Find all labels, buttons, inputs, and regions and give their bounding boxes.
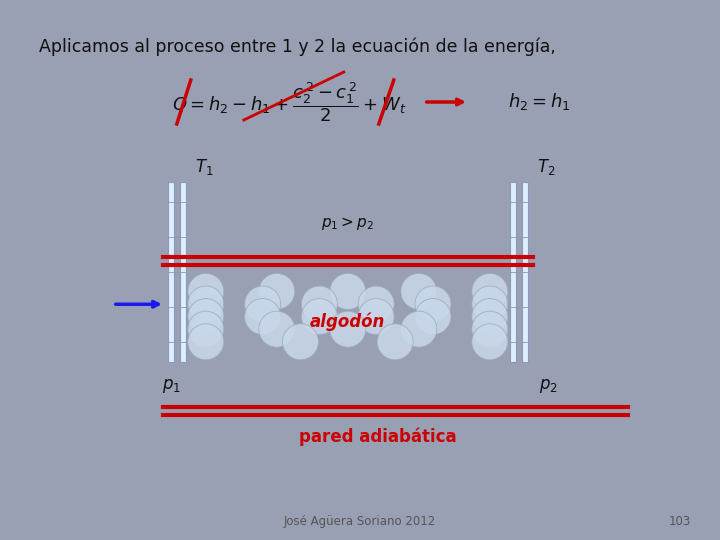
Bar bbox=[168, 182, 174, 362]
Circle shape bbox=[415, 299, 451, 335]
Text: $T_2$: $T_2$ bbox=[537, 157, 555, 177]
Circle shape bbox=[302, 299, 338, 335]
Text: 103: 103 bbox=[669, 515, 691, 528]
Circle shape bbox=[258, 311, 294, 347]
Circle shape bbox=[472, 299, 508, 335]
Text: algodón: algodón bbox=[310, 313, 385, 332]
Circle shape bbox=[302, 286, 338, 322]
Circle shape bbox=[401, 273, 437, 309]
Text: $p_1>p_2$: $p_1>p_2$ bbox=[321, 215, 374, 232]
Text: $T_1$: $T_1$ bbox=[195, 157, 213, 177]
Circle shape bbox=[472, 273, 508, 309]
Circle shape bbox=[330, 273, 366, 309]
Circle shape bbox=[282, 324, 318, 360]
Circle shape bbox=[258, 273, 294, 309]
Text: $p_2$: $p_2$ bbox=[539, 377, 558, 395]
Bar bbox=[510, 182, 516, 362]
Text: $Q = h_2 - h_1 + \dfrac{c_2^{\,2} - c_1^{\,2}}{2} + W_t$: $Q = h_2 - h_1 + \dfrac{c_2^{\,2} - c_1^… bbox=[171, 80, 406, 124]
Circle shape bbox=[472, 311, 508, 347]
Circle shape bbox=[245, 286, 281, 322]
Circle shape bbox=[188, 324, 224, 360]
Text: $p_1$: $p_1$ bbox=[162, 377, 181, 395]
Circle shape bbox=[245, 299, 281, 335]
Text: Aplicamos al proceso entre 1 y 2 la ecuación de la energía,: Aplicamos al proceso entre 1 y 2 la ecua… bbox=[39, 37, 556, 56]
Text: José Agüera Soriano 2012: José Agüera Soriano 2012 bbox=[284, 515, 436, 528]
Circle shape bbox=[359, 286, 395, 322]
Circle shape bbox=[188, 273, 224, 309]
Circle shape bbox=[377, 324, 413, 360]
Circle shape bbox=[188, 311, 224, 347]
Text: pared adiabática: pared adiabática bbox=[299, 427, 456, 446]
Circle shape bbox=[415, 286, 451, 322]
Circle shape bbox=[188, 299, 224, 335]
Bar bbox=[180, 182, 186, 362]
Circle shape bbox=[472, 324, 508, 360]
Circle shape bbox=[359, 299, 395, 335]
Bar bbox=[522, 182, 528, 362]
Circle shape bbox=[330, 311, 366, 347]
Circle shape bbox=[472, 286, 508, 322]
Text: $h_2 = h_1$: $h_2 = h_1$ bbox=[508, 91, 570, 112]
Circle shape bbox=[188, 286, 224, 322]
Circle shape bbox=[401, 311, 437, 347]
